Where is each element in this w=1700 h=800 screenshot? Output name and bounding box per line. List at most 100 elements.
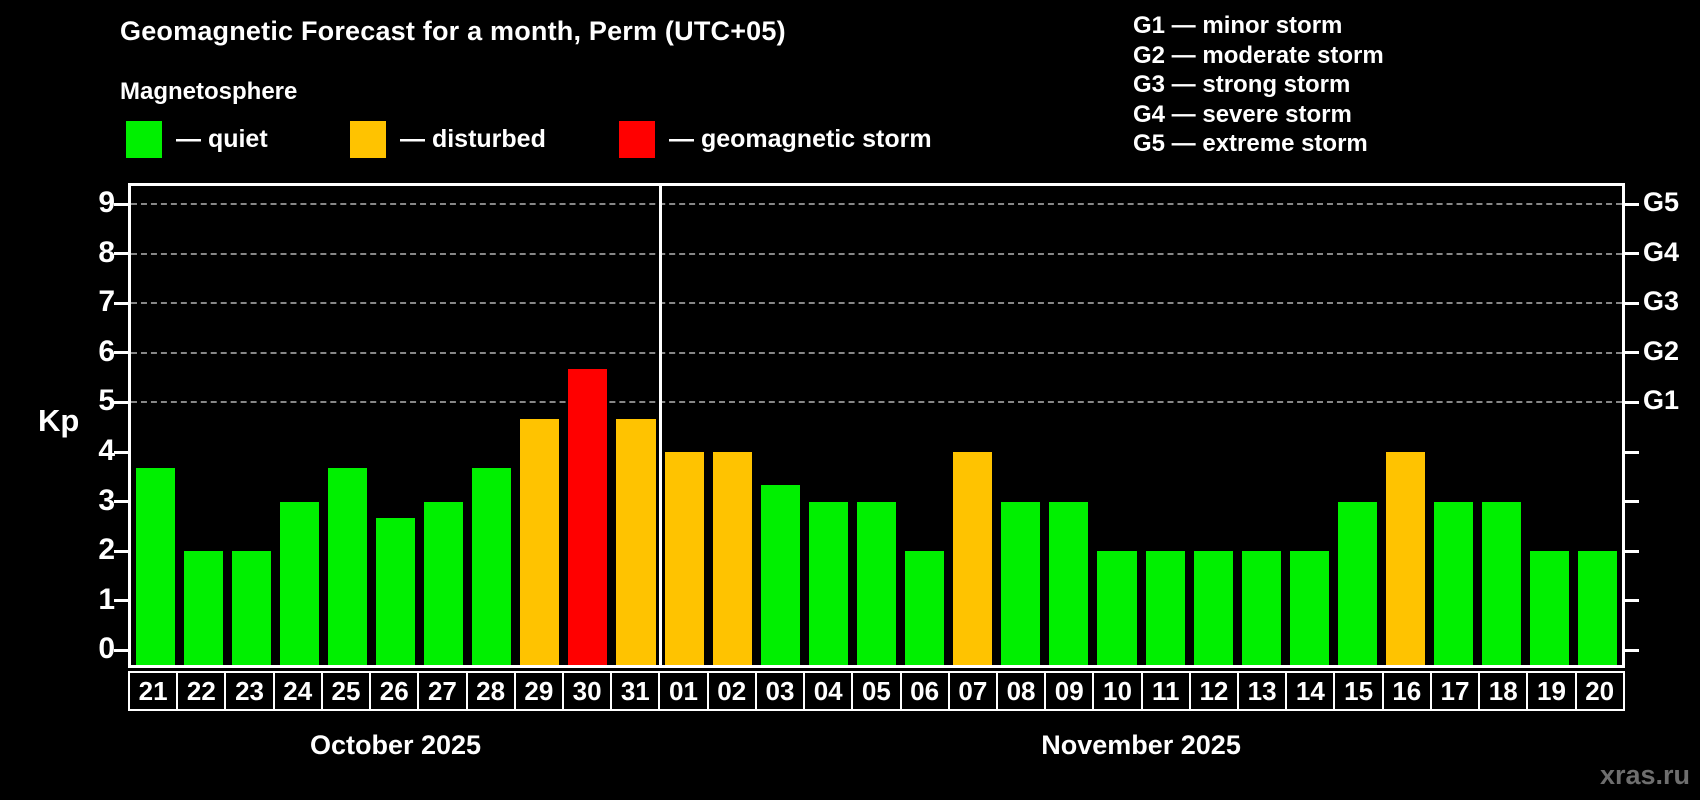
storm-color-swatch [619, 121, 655, 158]
month-separator-line [658, 186, 662, 665]
y-tick-label-9: 9 [98, 186, 115, 220]
y-tick-label-2: 2 [98, 533, 115, 567]
kp-bar-16 [1386, 452, 1426, 665]
date-cell-05: 05 [851, 671, 902, 711]
month-label-october: October 2025 [309, 730, 482, 760]
date-cell-07: 07 [947, 671, 998, 711]
right-axis-label-g2: G2 [1643, 335, 1680, 366]
left-tick-kp0 [114, 648, 128, 652]
date-cell-09: 09 [1044, 671, 1095, 711]
gridline-kp9 [131, 203, 1622, 206]
kp-bar-01 [664, 452, 704, 665]
left-tick-kp4 [114, 450, 128, 454]
legend-label: — quiet [176, 125, 268, 153]
kp-bar-28 [472, 468, 512, 665]
storm-scale-g5: G5 — extreme storm [1133, 130, 1368, 157]
right-tick-kp1 [1625, 599, 1639, 603]
kp-bar-29 [520, 418, 560, 665]
watermark: xras.ru [1599, 760, 1690, 790]
right-axis-label-g3: G3 [1643, 286, 1680, 317]
kp-bar-12 [1193, 551, 1233, 665]
date-cell-13: 13 [1237, 671, 1288, 711]
storm-scale-g2: G2 — moderate storm [1133, 41, 1384, 69]
legend-item-storm: — geomagnetic storm [619, 121, 932, 158]
right-axis-label-g1: G1 [1643, 385, 1680, 416]
kp-bar-30 [568, 369, 608, 665]
date-cell-11: 11 [1140, 671, 1191, 711]
kp-bar-26 [375, 517, 416, 665]
kp-bar-31 [616, 418, 656, 665]
kp-bar-18 [1482, 501, 1522, 665]
date-cell-12: 12 [1188, 671, 1240, 711]
date-cell-02: 02 [706, 671, 757, 711]
month-label-november: November 2025 [1041, 730, 1241, 760]
kp-bar-09 [1049, 501, 1089, 665]
kp-bar-05 [856, 501, 897, 665]
left-tick-kp1 [114, 599, 128, 603]
left-tick-kp3 [114, 500, 128, 504]
kp-bar-07 [953, 452, 993, 665]
kp-bar-04 [808, 501, 848, 665]
date-cell-08: 08 [995, 671, 1047, 711]
left-tick-kp6 [114, 351, 128, 355]
quiet-color-swatch [126, 121, 162, 158]
date-cell-21: 21 [128, 671, 179, 711]
y-tick-label-0: 0 [98, 632, 115, 666]
y-tick-label-7: 7 [98, 285, 115, 319]
kp-bar-10 [1097, 551, 1137, 665]
gridline-kp8 [131, 252, 1622, 255]
date-cell-31: 31 [610, 671, 661, 711]
kp-bar-11 [1145, 551, 1185, 665]
gridline-kp7 [131, 302, 1622, 305]
date-cell-27: 27 [417, 671, 468, 711]
date-cell-22: 22 [176, 671, 227, 711]
date-cell-06: 06 [899, 671, 950, 711]
right-tick-kp0 [1625, 648, 1639, 652]
date-cell-24: 24 [272, 671, 323, 711]
date-cell-01: 01 [658, 671, 709, 711]
right-tick-kp3 [1625, 500, 1639, 504]
kp-bar-08 [1001, 501, 1041, 665]
kp-bar-24 [279, 501, 319, 665]
left-tick-kp8 [114, 252, 128, 256]
kp-bar-21 [135, 468, 175, 665]
storm-scale-legend: G1 — minor storm G2 — moderate storm G3 … [1133, 11, 1384, 159]
y-tick-label-8: 8 [98, 235, 115, 269]
date-cell-14: 14 [1285, 671, 1336, 711]
kp-bar-03 [760, 485, 800, 665]
right-tick-kp8 [1625, 252, 1639, 256]
date-cell-18: 18 [1478, 671, 1529, 711]
gridline-kp6 [131, 351, 1622, 354]
kp-bar-22 [183, 551, 223, 665]
date-cell-30: 30 [561, 671, 613, 711]
right-tick-kp9 [1625, 202, 1639, 206]
kp-bar-06 [905, 551, 945, 665]
date-cell-10: 10 [1092, 671, 1143, 711]
kp-bar-15 [1337, 501, 1377, 665]
left-tick-kp9 [114, 202, 128, 206]
date-cell-03: 03 [754, 671, 806, 711]
date-cell-25: 25 [320, 671, 372, 711]
y-tick-label-4: 4 [98, 434, 115, 467]
right-tick-kp7 [1625, 301, 1639, 305]
kp-bar-23 [231, 551, 271, 665]
legend-item-quiet: — quiet [126, 121, 268, 158]
y-tick-label-5: 5 [98, 384, 115, 418]
storm-scale-g3: G3 — strong storm [1133, 71, 1351, 98]
disturbed-color-swatch [350, 121, 386, 158]
left-tick-kp2 [114, 549, 128, 553]
right-tick-kp6 [1625, 351, 1639, 355]
kp-bar-17 [1434, 501, 1474, 665]
date-cell-15: 15 [1333, 671, 1384, 711]
kp-bar-02 [712, 452, 752, 665]
chart-subtitle: Magnetosphere [120, 78, 298, 105]
legend-label: — geomagnetic storm [669, 125, 932, 153]
right-tick-kp4 [1625, 450, 1639, 454]
y-tick-label-1: 1 [98, 582, 115, 616]
y-tick-label-6: 6 [98, 334, 115, 368]
date-cell-20: 20 [1574, 671, 1625, 711]
left-tick-kp7 [114, 301, 128, 305]
chart-title: Geomagnetic Forecast for a month, Perm (… [120, 16, 786, 46]
kp-bar-13 [1241, 551, 1281, 665]
